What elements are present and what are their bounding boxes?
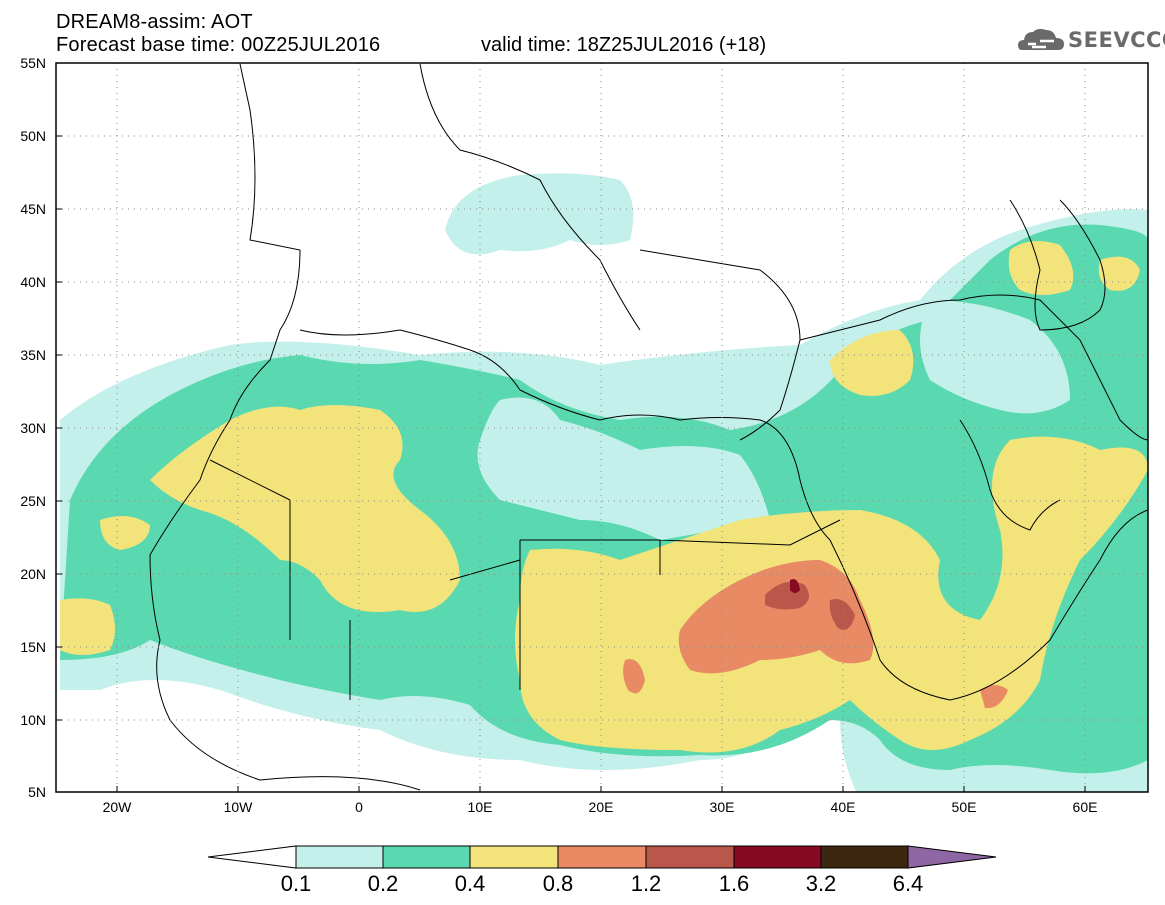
lat-label-25n: 25N: [20, 493, 46, 509]
logo-text: SEEVCCC: [1068, 28, 1165, 52]
lat-label-30n: 30N: [20, 420, 46, 436]
aot-band-0.4: [150, 405, 460, 612]
colorbar-label-0.1: 0.1: [280, 871, 312, 896]
colorbar-label-6.4: 6.4: [892, 871, 924, 896]
aot-band-0.4-westafrica: [60, 516, 150, 655]
aot-patch-italy: [445, 173, 634, 255]
aot-band-1.2: [765, 581, 855, 630]
lat-label-35n: 35N: [20, 347, 46, 363]
colorbar-label-3.2: 3.2: [805, 871, 837, 896]
colorbar-label-0.2: 0.2: [367, 871, 399, 896]
cloud-logo-icon: [1018, 28, 1064, 50]
colorbar-swatch-4: [557, 845, 647, 869]
lon-label-10w: 10W: [223, 799, 253, 815]
colorbar-over-arrow: [907, 845, 997, 869]
aot-band-0.4-caspian: [1008, 241, 1140, 295]
lon-label-20w: 20W: [102, 799, 132, 815]
lon-label-60e: 60E: [1072, 799, 1098, 815]
lon-label-0: 0: [355, 799, 363, 815]
colorbar-swatch-1: [295, 845, 384, 869]
lon-label-40e: 40E: [830, 799, 856, 815]
lon-label-10e: 10E: [467, 799, 493, 815]
colorbar-swatch-7: [820, 845, 909, 869]
lat-label-55n: 55N: [20, 55, 46, 71]
graticule: [56, 63, 1148, 792]
aot-band-0.4-iraq: [830, 330, 914, 396]
lat-label-20n: 20N: [20, 566, 46, 582]
lat-label-5n: 5N: [28, 784, 46, 800]
colorbar-swatch-6: [733, 845, 822, 869]
colorbar-label-0.4: 0.4: [454, 871, 486, 896]
aot-band-1.6: [790, 579, 800, 593]
colorbar-swatch-2: [382, 845, 471, 869]
lat-label-10n: 10N: [20, 712, 46, 728]
colorbar-label-1.6: 1.6: [718, 871, 750, 896]
lon-label-50e: 50E: [951, 799, 977, 815]
valid-time: valid time: 18Z25JUL2016 (+18): [481, 34, 767, 56]
colorbar-label-0.8: 0.8: [542, 871, 574, 896]
axis-ticks: [56, 62, 1086, 793]
colorbar-swatch-3: [469, 845, 559, 869]
colorbar-under-arrow: [207, 845, 297, 869]
lat-label-15n: 15N: [20, 639, 46, 655]
lon-label-30e: 30E: [709, 799, 735, 815]
aot-clear-libya: [477, 397, 770, 540]
lat-label-40n: 40N: [20, 274, 46, 290]
colorbar-swatch-5: [645, 845, 735, 869]
map-title: DREAM8-assim: AOT: [56, 11, 253, 33]
aot-clear-arabia: [920, 300, 1070, 414]
forecast-base-time: Forecast base time: 00Z25JUL2016: [56, 34, 381, 56]
aot-band-0.8: [678, 560, 874, 674]
lon-label-20e: 20E: [588, 799, 614, 815]
lat-label-50n: 50N: [20, 128, 46, 144]
coastlines: [149, 63, 1148, 791]
lat-label-45n: 45N: [20, 201, 46, 217]
colorbar-label-1.2: 1.2: [630, 871, 662, 896]
